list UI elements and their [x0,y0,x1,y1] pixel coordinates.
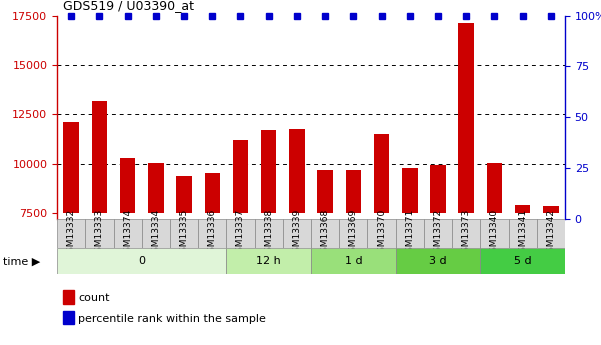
Bar [255,219,283,248]
Text: GSM13333: GSM13333 [95,209,104,258]
Text: 12 h: 12 h [256,256,281,266]
Text: 5 d: 5 d [514,256,531,266]
Bar [85,219,114,248]
Bar [367,219,395,248]
Text: GSM13332: GSM13332 [67,209,76,258]
Text: GSM13374: GSM13374 [123,209,132,258]
Bar [402,168,418,213]
Bar [452,219,480,248]
Bar [198,219,227,248]
Text: GSM13368: GSM13368 [320,209,329,258]
Text: GSM13338: GSM13338 [264,209,273,258]
Bar [374,134,389,213]
Bar [64,122,79,213]
Bar [395,219,424,248]
Bar [57,219,85,248]
Bar [508,219,537,248]
Bar [142,219,170,248]
Bar [339,219,367,248]
Bar [317,170,333,213]
Text: GSM13342: GSM13342 [546,209,555,258]
Text: GSM13334: GSM13334 [151,209,160,258]
Text: GSM13337: GSM13337 [236,209,245,258]
Bar [515,205,530,213]
Bar [261,130,276,213]
Bar [176,176,192,213]
Bar [311,248,395,274]
Text: GSM13370: GSM13370 [377,209,386,258]
Text: GSM13369: GSM13369 [349,209,358,258]
Bar [480,219,508,248]
Bar [227,219,255,248]
Text: GSM13372: GSM13372 [433,209,442,258]
Bar [346,170,361,213]
Text: GSM13373: GSM13373 [462,209,471,258]
Bar [395,248,480,274]
Text: GSM13340: GSM13340 [490,209,499,258]
Bar [537,219,565,248]
Bar [227,248,311,274]
Bar [233,140,248,213]
Text: GSM13336: GSM13336 [208,209,217,258]
Bar [57,248,227,274]
Text: GSM13335: GSM13335 [180,209,189,258]
Text: GSM13341: GSM13341 [518,209,527,258]
Text: count: count [78,294,109,303]
Bar [487,163,502,213]
Bar [92,100,107,213]
Bar [283,219,311,248]
Text: percentile rank within the sample: percentile rank within the sample [78,314,266,324]
Bar [289,129,305,213]
Text: 0: 0 [138,256,145,266]
Text: GSM13371: GSM13371 [405,209,414,258]
Text: 3 d: 3 d [429,256,447,266]
Text: GDS519 / U03390_at: GDS519 / U03390_at [63,0,194,12]
Text: 1 d: 1 d [344,256,362,266]
Bar [480,248,565,274]
Bar [543,206,558,213]
Bar [170,219,198,248]
Bar [424,219,452,248]
Bar [311,219,339,248]
Bar [114,219,142,248]
Bar [148,163,163,213]
Bar [430,165,446,213]
Bar [204,172,220,213]
Bar [459,23,474,213]
Bar [120,158,135,213]
Text: time ▶: time ▶ [3,256,40,266]
Text: GSM13339: GSM13339 [293,209,302,258]
